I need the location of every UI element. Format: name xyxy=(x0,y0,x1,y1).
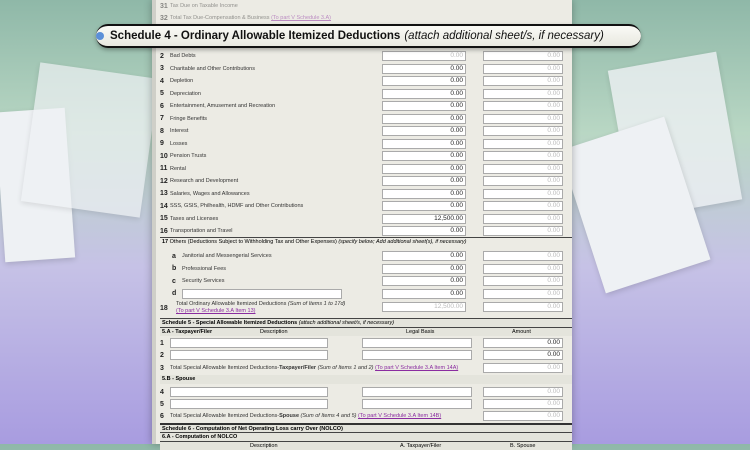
form-row: 2 xyxy=(160,351,164,359)
amount-field[interactable]: 12,500.00 xyxy=(382,302,466,312)
form-row: 5 Depreciation xyxy=(160,90,201,97)
amount-field[interactable]: 0.00 xyxy=(483,387,563,397)
amount-field[interactable]: 0.00 xyxy=(483,338,563,348)
form-row: 13 Salaries, Wages and Allowances xyxy=(160,190,250,197)
form-row: 9 Losses xyxy=(160,140,188,147)
nolco-subheader: 6.A - Computation of NOLCO xyxy=(160,432,572,441)
amount-field[interactable]: 0.00 xyxy=(382,51,466,61)
amount-field[interactable]: 0.00 xyxy=(483,113,563,124)
form-row: 3 Total Special Allowable Itemized Deduct… xyxy=(160,364,459,372)
amount-field[interactable]: 0.00 xyxy=(483,276,563,286)
amount-field[interactable]: 0.00 xyxy=(382,113,466,124)
amount-field[interactable]: 0.00 xyxy=(483,51,563,61)
form-row: 4 Depletion xyxy=(160,77,194,85)
amount-field[interactable]: 0.00 xyxy=(382,276,466,286)
amount-field[interactable]: 0.00 xyxy=(382,251,466,261)
form-row: 10 Pension Trusts xyxy=(160,152,207,160)
description-input[interactable] xyxy=(170,350,328,360)
description-input[interactable] xyxy=(170,387,328,397)
schedule-5-header: Schedule 5 - Special Allowable Itemized … xyxy=(160,318,572,327)
amount-field[interactable]: 0.00 xyxy=(382,201,466,211)
amount-field[interactable]: 0.00 xyxy=(382,163,466,174)
amount-field[interactable]: 0.00 xyxy=(382,226,466,236)
form-row: 5 xyxy=(160,400,164,408)
form-row: 4 xyxy=(160,388,164,396)
row-32: 32 Total Tax Due-Compensation & Business … xyxy=(160,14,332,22)
amount-field[interactable]: 0.00 xyxy=(483,163,563,174)
schedule-5-columns: 5.A - Taxpayer/Filer Description Legal Bas… xyxy=(160,327,572,336)
form-row: b Professional Fees xyxy=(172,265,227,272)
form-row: 2 Bad Debts xyxy=(160,52,196,60)
form-row: 12 Research and Development xyxy=(160,177,239,185)
form-row: 8 Interest xyxy=(160,127,189,135)
amount-field[interactable]: 0.00 xyxy=(382,101,466,111)
amount-field[interactable]: 0.00 xyxy=(483,63,563,74)
background-paper xyxy=(20,62,160,218)
legal-basis-input[interactable] xyxy=(362,350,472,360)
amount-field[interactable]: 0.00 xyxy=(483,263,563,274)
form-row: c Security Services xyxy=(172,277,225,285)
schedule-4-banner: Schedule 4 - Ordinary Allowable Itemized… xyxy=(96,24,641,48)
amount-field[interactable]: 0.00 xyxy=(483,302,563,312)
other-deduction-description-input[interactable] xyxy=(182,288,342,299)
form-row: 14 SSS, GSIS, Philhealth, HDMF and Other … xyxy=(160,202,304,210)
amount-field[interactable]: 0.00 xyxy=(483,88,563,99)
amount-field[interactable]: 0.00 xyxy=(483,101,563,111)
amount-field[interactable]: 0.00 xyxy=(483,251,563,261)
amount-field[interactable]: 0.00 xyxy=(483,76,563,86)
amount-field[interactable]: 0.00 xyxy=(382,188,466,199)
form-row: d xyxy=(172,290,177,297)
form-row: 7 Fringe Benefits xyxy=(160,115,207,122)
form-row: 15 Taxes and Licenses xyxy=(160,215,219,222)
amount-field[interactable]: 0.00 xyxy=(483,226,563,236)
form-row: a Janitorial and Messengerial Services xyxy=(172,252,272,260)
item-18-row: 18 Total Ordinary Allowable Itemized Dedu… xyxy=(160,301,346,314)
description-input[interactable] xyxy=(170,338,328,348)
form-row: 3 Charitable and Other Contributions xyxy=(160,65,255,72)
form-row: 6 Total Special Allowable Itemized Deduct… xyxy=(160,412,442,420)
spouse-subheader: 5.B - Spouse xyxy=(160,375,572,384)
amount-field[interactable]: 0.00 xyxy=(483,350,563,360)
legal-basis-input[interactable] xyxy=(362,338,472,348)
amount-field[interactable]: 0.00 xyxy=(382,138,466,149)
amount-field[interactable]: 0.00 xyxy=(382,63,466,74)
amount-field[interactable]: 0.00 xyxy=(483,188,563,199)
legal-basis-input[interactable] xyxy=(362,387,472,397)
nolco-columns: Description A. Taxpayer/Filer B. Spouse xyxy=(160,441,572,450)
amount-field[interactable]: 0.00 xyxy=(483,201,563,211)
item-17-header: 17 Others (Deductions Subject to Withhol… xyxy=(160,237,572,246)
form-row: 6 Entertainment, Amusement and Recreation xyxy=(160,102,276,110)
form-row: 11 Rental xyxy=(160,165,186,172)
amount-field[interactable]: 0.00 xyxy=(483,411,563,421)
amount-field[interactable]: 0.00 xyxy=(483,138,563,149)
description-input[interactable] xyxy=(170,399,328,409)
amount-field[interactable]: 0.00 xyxy=(483,363,563,373)
bir-form-document: 31 Tax Due on Taxable Income 32 Total Tax … xyxy=(152,0,572,450)
amount-field[interactable]: 0.00 xyxy=(483,151,563,161)
form-row: 16 Transportation and Travel xyxy=(160,227,233,235)
legal-basis-input[interactable] xyxy=(362,399,472,409)
amount-field[interactable]: 0.00 xyxy=(382,126,466,136)
form-row: 1 xyxy=(160,339,164,347)
amount-field[interactable]: 0.00 xyxy=(483,288,563,299)
amount-field[interactable]: 12,500.00 xyxy=(382,213,466,224)
amount-field[interactable]: 0.00 xyxy=(382,88,466,99)
amount-field[interactable]: 0.00 xyxy=(382,288,466,299)
amount-field[interactable]: 0.00 xyxy=(483,213,563,224)
schedule-6-header: Schedule 6 - Computation of Net Operatin… xyxy=(160,423,572,432)
amount-field[interactable]: 0.00 xyxy=(483,176,563,186)
amount-field[interactable]: 0.00 xyxy=(382,76,466,86)
amount-field[interactable]: 0.00 xyxy=(483,126,563,136)
amount-field[interactable]: 0.00 xyxy=(483,399,563,409)
amount-field[interactable]: 0.00 xyxy=(382,176,466,186)
amount-field[interactable]: 0.00 xyxy=(382,151,466,161)
amount-field[interactable]: 0.00 xyxy=(382,263,466,274)
bullet-icon xyxy=(96,32,104,40)
row-31: 31 Tax Due on Taxable Income xyxy=(160,2,238,10)
